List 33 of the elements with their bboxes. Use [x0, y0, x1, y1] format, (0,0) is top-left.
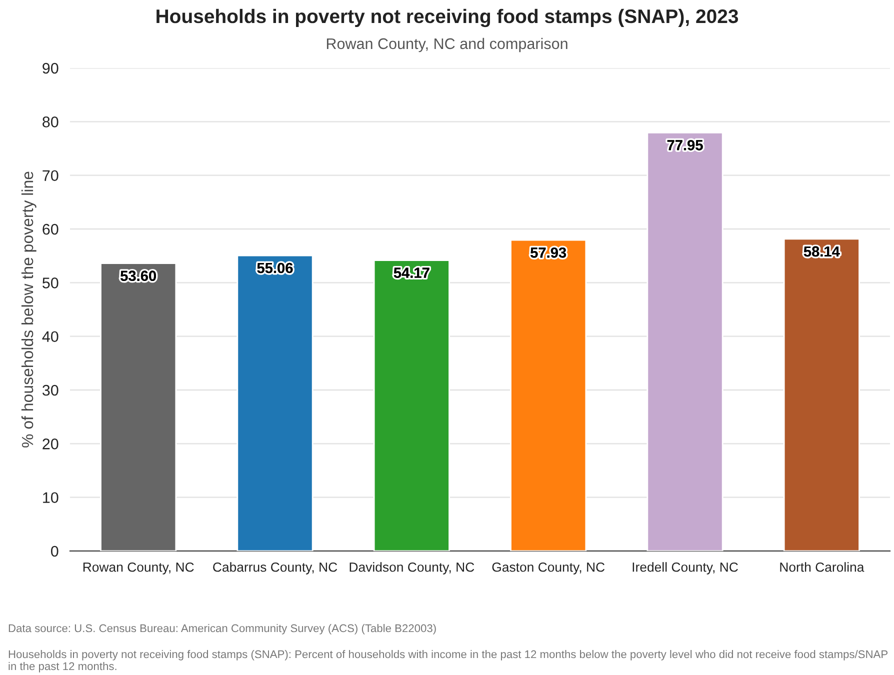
- y-tick-label: 30: [42, 384, 58, 396]
- data-label: 57.93: [530, 247, 566, 258]
- text: Households in poverty not receiving food stamps (SNAP): Percent of households with income in the past 12 months below the poverty level who did not receive food stamps/SNAP in the past 12 months.: [8, 650, 888, 672]
- y-tick-label: 0: [50, 546, 58, 557]
- chart-subtitle: Rowan County, NC and comparison: [326, 38, 568, 52]
- data-label: 54.17: [394, 268, 430, 278]
- y-axis-title: % of households below the poverty line: [21, 172, 36, 448]
- chart-title: Households in poverty not receiving food stamps (SNAP), 2023: [156, 8, 738, 28]
- bar: [373, 260, 450, 551]
- x-tick-label: Rowan County, NC: [83, 562, 194, 574]
- x-tick-label: Gaston County, NC: [492, 562, 605, 574]
- y-tick-label: 70: [42, 170, 58, 182]
- y-tick-label: 60: [42, 224, 58, 235]
- y-tick-label: 20: [42, 438, 58, 450]
- data-label: 53.60: [120, 270, 156, 282]
- data-label: 58.14: [804, 246, 840, 257]
- bar: [100, 262, 177, 551]
- x-tick-label: Davidson County, NC: [350, 562, 474, 574]
- y-tick-label: 90: [42, 62, 58, 74]
- y-tick-label: 50: [42, 278, 58, 288]
- bar: [236, 254, 314, 551]
- data-label: 55.06: [257, 262, 293, 274]
- x-tick-label: North Carolina: [780, 562, 864, 572]
- source-note: Data source: U.S. Census Bureau: American Community Survey (ACS) (Table B22003): [8, 624, 436, 634]
- data-label: 77.95: [667, 140, 703, 150]
- y-tick-label: 80: [42, 116, 58, 128]
- bar: [646, 132, 724, 551]
- bar: [510, 239, 587, 551]
- x-tick-label: Iredell County, NC: [632, 562, 738, 574]
- y-tick-label: 10: [43, 492, 58, 504]
- x-tick-label: Cabarrus County, NC: [213, 562, 338, 574]
- y-tick-label: 40: [42, 331, 58, 342]
- bar: [783, 238, 860, 551]
